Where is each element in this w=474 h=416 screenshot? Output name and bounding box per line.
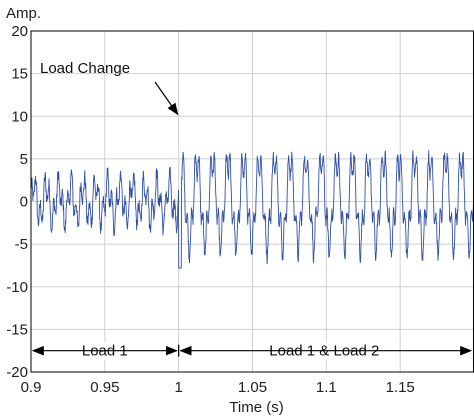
y-tick-label: 5 (20, 151, 28, 168)
annotations: Load Change Load 1 Load 1 & Load 2 (31, 60, 473, 360)
gridlines (30, 30, 474, 373)
y-tick-label: 10 (11, 108, 28, 125)
x-tick-label: 1.1 (316, 379, 337, 396)
tick-labels: 0.9 0.95 1 1.05 1.1 1.15 -20 -15 -10 -5 0 5 10 15 20 (6, 23, 414, 396)
y-tick-label: -5 (15, 236, 28, 253)
load-change-label: Load Change (40, 60, 130, 77)
load-change-arrow (154, 81, 179, 116)
x-tick-label: 1.05 (238, 379, 267, 396)
y-tick-label: 0 (20, 194, 28, 211)
signal-line (30, 150, 474, 269)
y-tick-label: -20 (6, 364, 28, 381)
y-tick-label: -15 (6, 321, 28, 338)
x-tick-label: 0.9 (21, 379, 42, 396)
y-tick-label: 20 (11, 23, 28, 40)
y-tick-label: -10 (6, 279, 28, 296)
x-tick-label: 1 (174, 379, 182, 396)
x-tick-label: 1.15 (386, 379, 415, 396)
y-axis-label: Amp. (6, 5, 41, 22)
x-tick-label: 0.95 (90, 379, 119, 396)
y-tick-label: 15 (11, 66, 28, 83)
x-axis-label: Time (s) (229, 399, 283, 416)
